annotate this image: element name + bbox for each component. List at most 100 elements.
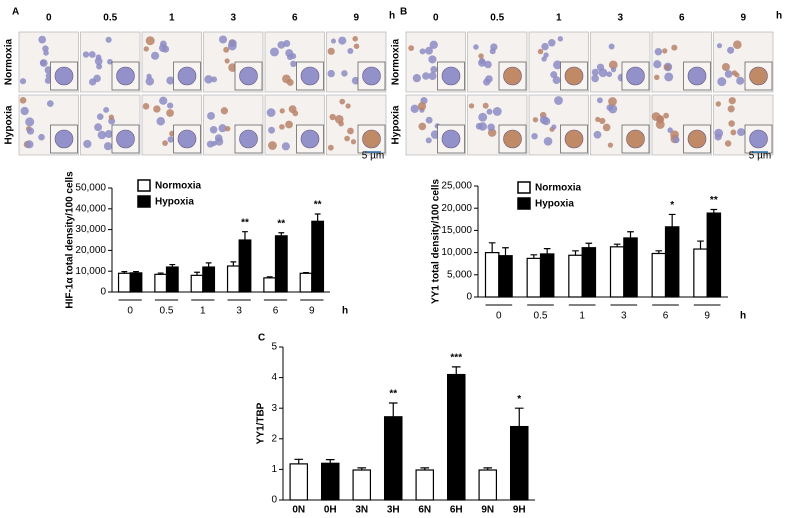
cell [591, 74, 599, 83]
inset-cell [503, 66, 522, 86]
cell [478, 122, 487, 131]
cell [167, 136, 174, 143]
time-label: 3 [617, 13, 623, 24]
error-bar [502, 247, 509, 256]
inset-cell [239, 66, 258, 86]
cell [728, 120, 735, 127]
cell [417, 102, 427, 111]
bar [651, 252, 667, 298]
time-label: 0 [46, 13, 52, 24]
error-bar [169, 263, 176, 268]
inset-cell [177, 66, 197, 86]
error-bar [420, 467, 430, 471]
cell [158, 44, 167, 53]
cell [671, 44, 678, 51]
cell [478, 112, 488, 122]
bar [289, 463, 309, 501]
x-tick-label: 1 [200, 306, 206, 317]
error-bar [530, 254, 538, 259]
row-label: Normoxia [4, 39, 15, 86]
scale-bar-label: 5 µm [362, 151, 384, 162]
x-tick-label: 0 [496, 311, 502, 322]
cell [492, 107, 502, 116]
cell [338, 36, 347, 45]
cell [593, 130, 602, 139]
bar [581, 247, 597, 298]
cell [599, 117, 606, 125]
inset-cell [362, 129, 381, 149]
bar [117, 272, 131, 293]
cell [145, 36, 155, 46]
x-tick-label: 0.5 [534, 311, 548, 322]
bar [484, 252, 500, 298]
legend-label: Hypoxia [155, 197, 194, 208]
bar [415, 469, 435, 501]
cell [425, 137, 432, 144]
cell [654, 74, 660, 81]
bar [299, 272, 313, 293]
bar [509, 425, 529, 501]
significance: *** [450, 353, 462, 364]
cell [145, 76, 155, 86]
cell [330, 38, 336, 44]
cell [207, 111, 215, 120]
bar [129, 272, 143, 293]
bar [568, 254, 583, 298]
cell [329, 113, 336, 121]
cell [539, 115, 549, 125]
inset-cell [441, 66, 461, 86]
y-tick-label: 20,000 [441, 203, 472, 214]
cell [47, 100, 54, 107]
cell [548, 39, 556, 47]
cell [19, 78, 27, 85]
cell [478, 53, 484, 59]
bar [478, 469, 498, 501]
cell [717, 77, 727, 87]
cell [286, 78, 294, 86]
cell [211, 76, 218, 83]
panel-label: B [400, 7, 407, 18]
error-bar [585, 242, 593, 248]
inset-cell [177, 129, 197, 149]
cell [151, 51, 160, 60]
inset-cell [503, 129, 522, 149]
cell [156, 117, 165, 126]
cell [103, 106, 110, 113]
error-bar [242, 231, 248, 240]
cell [479, 57, 486, 64]
bar [539, 253, 555, 298]
bar [165, 266, 179, 293]
error-bar [483, 467, 493, 471]
cell [104, 130, 113, 138]
cell [353, 43, 360, 49]
y-tick-label: 10,000 [441, 247, 472, 258]
y-tick-label: 15,000 [441, 225, 472, 236]
error-bar [133, 271, 139, 273]
time-label: 6 [292, 13, 298, 24]
bar [609, 246, 625, 298]
error-bar [388, 402, 398, 417]
cell [142, 103, 150, 110]
bar [190, 274, 204, 293]
bar [154, 273, 168, 293]
bar [526, 257, 542, 298]
cell [654, 47, 663, 56]
legend-swatch [517, 197, 531, 210]
x-tick-label: 0 [127, 306, 133, 317]
x-tick-label: 0N [292, 505, 305, 516]
legend-swatch [517, 181, 531, 194]
x-tick-label: 9N [481, 505, 494, 516]
cell [209, 126, 218, 134]
inset-cell [687, 129, 707, 149]
cell [429, 40, 438, 50]
x-tick-label: 6N [418, 505, 431, 516]
significance: ** [241, 217, 249, 228]
row-label: Hypoxia [4, 105, 15, 144]
legend-swatch [137, 179, 151, 192]
time-label: 9 [353, 13, 359, 24]
cell [468, 103, 475, 109]
cell [220, 107, 229, 115]
inset-cell [362, 66, 381, 86]
y-tick-label: 50,000 [75, 183, 106, 194]
